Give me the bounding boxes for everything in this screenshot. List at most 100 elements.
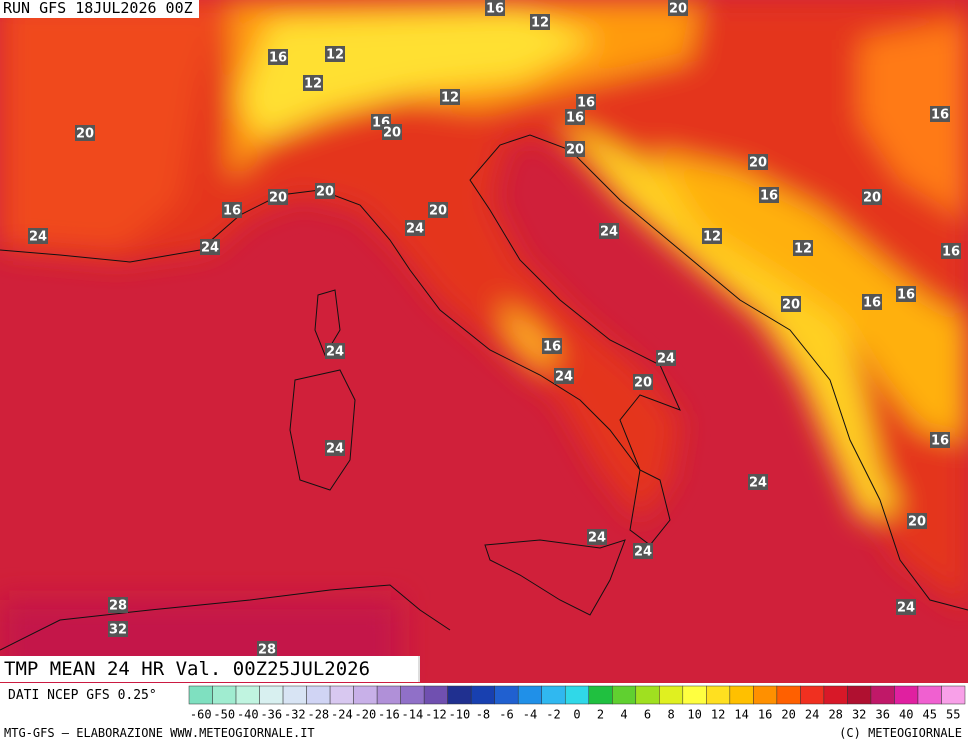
contour-label: 24: [657, 352, 675, 367]
contour-label: 20: [669, 2, 687, 17]
contour-label-box: [668, 0, 688, 16]
contour-label: 16: [223, 204, 241, 219]
contour-label-box: [633, 374, 653, 390]
contour-label: 16: [931, 108, 949, 123]
contour-label: 28: [258, 643, 276, 658]
legend-swatch: [376, 685, 401, 705]
legend-label: 8: [667, 708, 674, 722]
contour-label: 20: [76, 127, 94, 142]
legend-label: 14: [734, 708, 748, 722]
legend-label: 45: [923, 708, 937, 722]
contour-label-box: [907, 513, 927, 529]
legend-swatch: [212, 685, 237, 705]
contour-label-box: [656, 350, 676, 366]
contour-label: 20: [634, 376, 652, 391]
contour-label: 20: [908, 515, 926, 530]
legend-swatch: [282, 685, 307, 705]
contour-label: 20: [782, 298, 800, 313]
temperature-field: [0, 0, 968, 683]
legend-label: -2: [546, 708, 560, 722]
legend-label: 55: [946, 708, 960, 722]
legend-label: 20: [781, 708, 795, 722]
legend-swatch: [800, 685, 825, 705]
contour-label: 16: [863, 296, 881, 311]
contour-label-box: [382, 124, 402, 140]
contour-label-box: [303, 75, 323, 91]
contour-label-box: [930, 106, 950, 122]
legend-label: -50: [213, 708, 235, 722]
contour-label-box: [325, 440, 345, 456]
data-source: DATI NCEP GFS 0.25°: [8, 688, 157, 703]
contour-label-box: [748, 154, 768, 170]
legend-swatch: [494, 685, 519, 705]
contour-label: 12: [531, 16, 549, 31]
contour-label: 16: [942, 245, 960, 260]
legend-swatch: [894, 685, 919, 705]
contour-label-box: [759, 187, 779, 203]
legend-label: -4: [523, 708, 537, 722]
contour-label: 20: [316, 185, 334, 200]
legend-label: -24: [331, 708, 353, 722]
contour-label: 16: [566, 111, 584, 126]
legend-label: 12: [711, 708, 725, 722]
legend-label: 32: [852, 708, 866, 722]
contour-label-box: [587, 529, 607, 545]
contour-label-box: [896, 286, 916, 302]
legend-swatch: [423, 685, 448, 705]
legend-label: 36: [875, 708, 889, 722]
contour-label-box: [485, 0, 505, 16]
contour-label-box: [325, 343, 345, 359]
legend-label: -10: [449, 708, 471, 722]
contour-label-box: [268, 189, 288, 205]
contour-label-box: [315, 183, 335, 199]
contour-label: 28: [109, 599, 127, 614]
contour-label: 24: [326, 345, 344, 360]
legend-label: 10: [687, 708, 701, 722]
contour-label: 24: [201, 241, 219, 256]
legend-label: -36: [260, 708, 282, 722]
legend-label: -14: [402, 708, 424, 722]
contour-label-box: [428, 202, 448, 218]
contour-label: 20: [749, 156, 767, 171]
footer-right: (C) METEOGIORNALE: [839, 726, 962, 740]
legend-swatch: [870, 685, 895, 705]
legend-swatch: [353, 685, 378, 705]
contour-label: 24: [588, 531, 606, 546]
legend-swatch: [682, 685, 707, 705]
contour-label-box: [781, 296, 801, 312]
legend-swatch: [470, 685, 495, 705]
legend-swatch: [235, 685, 260, 705]
contour-label: 16: [931, 434, 949, 449]
contour-label-box: [530, 14, 550, 30]
contour-label-box: [268, 49, 288, 65]
legend-label: 28: [828, 708, 842, 722]
legend-swatch: [588, 685, 613, 705]
legend-swatch: [706, 685, 731, 705]
legend-label: -6: [499, 708, 513, 722]
contour-label: 24: [406, 222, 424, 237]
contour-label: 20: [429, 204, 447, 219]
legend-swatch: [541, 685, 566, 705]
contour-label-box: [565, 141, 585, 157]
contour-label: 12: [304, 77, 322, 92]
contour-label-box: [75, 125, 95, 141]
contour-label: 20: [269, 191, 287, 206]
contour-label: 12: [326, 48, 344, 63]
legend-swatch: [729, 685, 754, 705]
contour-label: 16: [543, 340, 561, 355]
legend-swatch: [306, 685, 331, 705]
legend-swatch: [847, 685, 872, 705]
contour-label-box: [200, 239, 220, 255]
contour-label-box: [542, 338, 562, 354]
legend-label: 2: [597, 708, 604, 722]
contour-label: 20: [566, 143, 584, 158]
contour-label-box: [633, 543, 653, 559]
legend-label: -40: [237, 708, 259, 722]
contour-label: 16: [760, 189, 778, 204]
legend-label: -8: [476, 708, 490, 722]
contour-label: 16: [486, 2, 504, 17]
legend-label: 40: [899, 708, 913, 722]
